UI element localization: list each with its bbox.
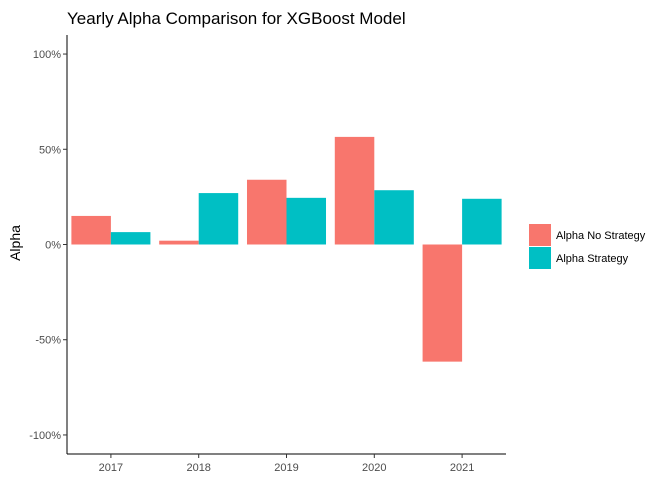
x-tick-label: 2020 — [362, 462, 386, 474]
plot-area: -100% -50% 0% 50% 100% 2017 2018 2019 2020 2021 — [29, 35, 506, 474]
bar-alpha-no-strategy-2019 — [246, 179, 287, 245]
bar-alpha-no-strategy-2020 — [334, 136, 375, 245]
y-tick-label: 50% — [39, 144, 61, 156]
legend-key — [529, 224, 551, 246]
chart-title: Yearly Alpha Comparison for XGBoost Mode… — [67, 9, 406, 28]
y-axis-title: Alpha — [7, 225, 23, 261]
y-tick-label: -50% — [35, 335, 61, 347]
bar-alpha-strategy-2019 — [286, 197, 327, 245]
bar-alpha-strategy-2021 — [462, 198, 502, 245]
y-tick-label: -100% — [29, 430, 61, 442]
x-tick-label: 2018 — [186, 462, 210, 474]
legend-label: Alpha No Strategy — [556, 230, 646, 242]
x-tick-label: 2021 — [450, 462, 474, 474]
bar-alpha-strategy-2017 — [110, 232, 151, 245]
bar-alpha-no-strategy-2017 — [71, 215, 111, 245]
bar-alpha-no-strategy-2021 — [422, 244, 463, 362]
y-tick-label: 100% — [33, 49, 61, 61]
legend: Alpha No Strategy Alpha Strategy — [529, 224, 646, 269]
bar-alpha-strategy-2020 — [374, 190, 414, 245]
bar-alpha-strategy-2018 — [198, 193, 239, 245]
bar-alpha-no-strategy-2018 — [159, 240, 199, 245]
x-tick-label: 2017 — [99, 462, 123, 474]
y-tick-label: 0% — [45, 240, 61, 252]
x-tick-label: 2019 — [274, 462, 298, 474]
legend-label: Alpha Strategy — [556, 253, 629, 265]
legend-key — [529, 247, 551, 269]
